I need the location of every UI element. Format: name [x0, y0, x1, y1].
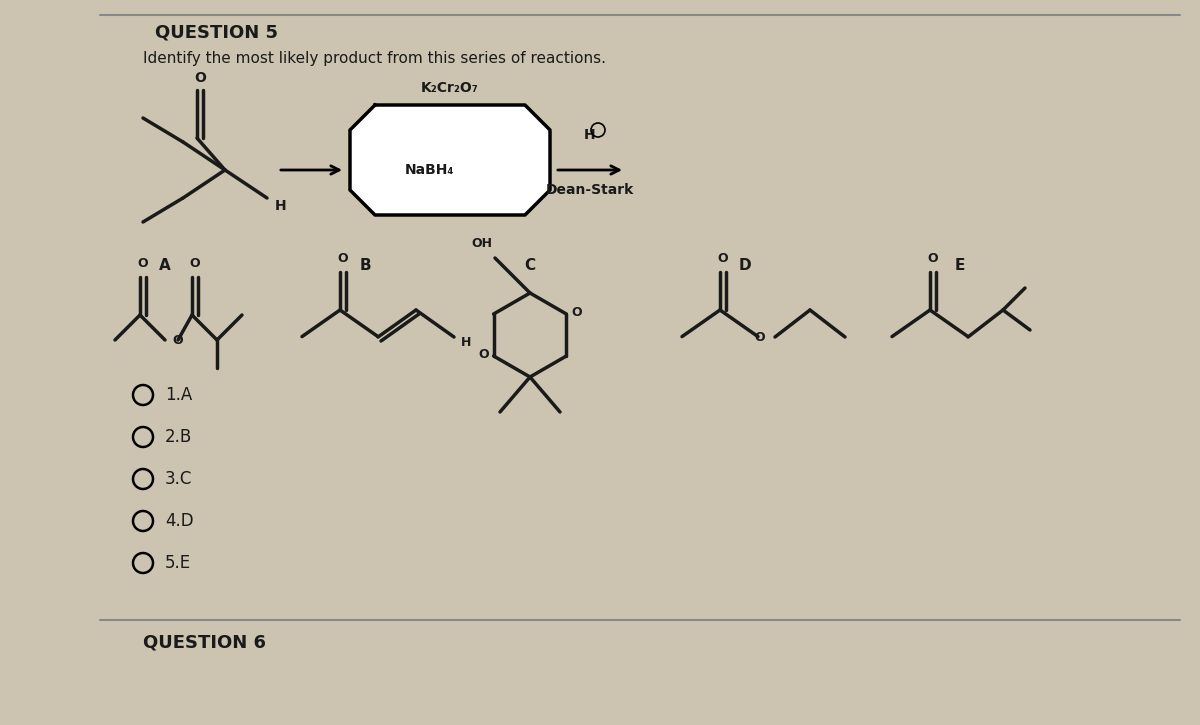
Text: 2.B: 2.B: [166, 428, 192, 446]
Text: Identify the most likely product from this series of reactions.: Identify the most likely product from th…: [143, 51, 606, 65]
Text: 1.A: 1.A: [166, 386, 192, 404]
Text: H: H: [584, 128, 596, 142]
Text: NaBH₄: NaBH₄: [406, 163, 455, 177]
Text: O: O: [755, 331, 766, 344]
Text: 3.C: 3.C: [166, 470, 192, 488]
Text: 4.D: 4.D: [166, 512, 193, 530]
Text: H: H: [461, 336, 472, 349]
Text: A: A: [160, 257, 170, 273]
Text: O: O: [138, 257, 149, 270]
Text: O: O: [718, 252, 728, 265]
Text: QUESTION 6: QUESTION 6: [143, 634, 266, 652]
Text: H: H: [275, 199, 287, 213]
Text: O: O: [337, 252, 348, 265]
Text: O: O: [928, 252, 938, 265]
Text: K₂Cr₂O₇: K₂Cr₂O₇: [421, 81, 479, 95]
Text: E: E: [955, 257, 965, 273]
Text: O: O: [173, 334, 184, 347]
Text: D: D: [739, 257, 751, 273]
Text: 5.E: 5.E: [166, 554, 191, 572]
Text: QUESTION 5: QUESTION 5: [155, 23, 278, 41]
Text: OH: OH: [472, 236, 492, 249]
Text: O: O: [479, 347, 488, 360]
Text: B: B: [359, 257, 371, 273]
Text: C: C: [524, 257, 535, 273]
Polygon shape: [350, 105, 550, 215]
Text: Dean-Stark: Dean-Stark: [546, 183, 634, 197]
Text: O: O: [571, 305, 582, 318]
Text: O: O: [194, 71, 206, 85]
Text: O: O: [190, 257, 200, 270]
